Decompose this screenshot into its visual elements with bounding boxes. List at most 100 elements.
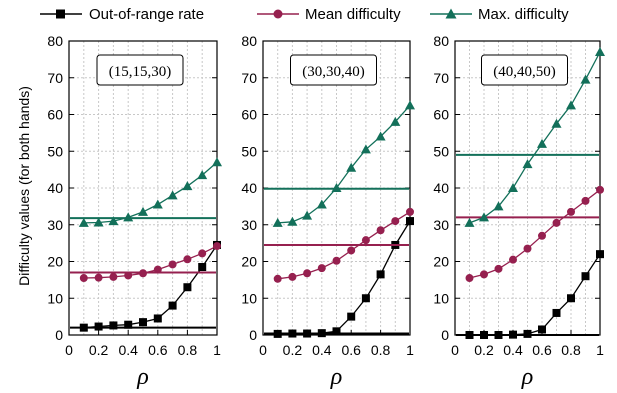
series-line bbox=[83, 245, 218, 279]
data-point-circle bbox=[391, 217, 400, 226]
y-tick-label: 20 bbox=[241, 254, 257, 270]
y-tick-label: 50 bbox=[47, 143, 63, 159]
data-point-triangle bbox=[479, 212, 489, 222]
data-point-triangle bbox=[167, 190, 178, 200]
data-point-circle bbox=[153, 265, 162, 274]
data-point-triangle bbox=[537, 138, 547, 148]
series-triangle bbox=[264, 100, 415, 227]
x-tick-label: 0.2 bbox=[283, 342, 303, 358]
data-point-square bbox=[376, 270, 385, 279]
data-point-triangle bbox=[580, 74, 591, 84]
data-point-circle bbox=[109, 272, 118, 281]
data-point-circle bbox=[198, 249, 207, 258]
y-tick-label: 40 bbox=[241, 180, 257, 196]
x-tick-label: 1 bbox=[406, 342, 414, 358]
data-point-triangle bbox=[522, 159, 533, 169]
data-point-triangle bbox=[302, 210, 313, 220]
y-axis-label: Difficulty values (for both hands) bbox=[16, 86, 32, 286]
data-point-triangle bbox=[390, 116, 401, 126]
y-tick-label: 30 bbox=[47, 217, 63, 233]
series-circle bbox=[70, 242, 221, 283]
data-point-square bbox=[596, 250, 604, 259]
series-triangle bbox=[70, 157, 222, 227]
x-tick-label: 1 bbox=[213, 342, 221, 358]
data-point-triangle bbox=[316, 199, 327, 209]
series-circle bbox=[456, 185, 604, 283]
data-point-square bbox=[347, 312, 356, 321]
data-point-circle bbox=[273, 274, 282, 283]
data-point-square bbox=[303, 329, 312, 338]
legend-label-mean-difficulty: Mean difficulty bbox=[305, 6, 401, 23]
series-line bbox=[83, 161, 218, 224]
x-tick-label: 0.4 bbox=[503, 342, 523, 358]
data-point-triangle bbox=[152, 199, 163, 209]
data-point-circle bbox=[406, 207, 414, 216]
data-point-circle bbox=[94, 273, 103, 282]
y-tick-label: 0 bbox=[441, 327, 449, 343]
data-point-square bbox=[153, 314, 162, 323]
panel-3: 0 10 20 30 40 50 60 70 80 0 0.2 0.4 0.6 0.8 1 ρ (40,40,5… bbox=[433, 33, 605, 390]
series-line bbox=[469, 189, 601, 279]
data-point-square bbox=[198, 263, 207, 272]
data-point-circle bbox=[480, 270, 488, 279]
data-point-square bbox=[79, 323, 88, 332]
y-tick-label: 80 bbox=[241, 33, 257, 49]
y-tick-label: 50 bbox=[241, 143, 257, 159]
data-point-square bbox=[124, 320, 133, 329]
legend-label-out-of-range: Out-of-range rate bbox=[89, 6, 204, 23]
x-tick-label: 0.6 bbox=[341, 342, 361, 358]
series-line bbox=[277, 211, 411, 280]
data-point-circle bbox=[465, 274, 474, 283]
data-point-square bbox=[168, 301, 177, 310]
data-point-circle bbox=[523, 244, 532, 253]
y-tick-label: 60 bbox=[47, 107, 63, 123]
data-point-triangle bbox=[331, 183, 342, 192]
data-point-triangle bbox=[375, 131, 386, 141]
data-point-circle bbox=[347, 246, 356, 255]
series-line bbox=[277, 104, 411, 224]
data-point-square bbox=[523, 329, 532, 338]
data-point-square bbox=[109, 321, 118, 330]
x-tick-label: 0.6 bbox=[532, 342, 552, 358]
legend-circle-marker bbox=[273, 9, 283, 19]
data-point-circle bbox=[581, 196, 590, 205]
data-point-circle bbox=[288, 272, 297, 281]
series-line bbox=[469, 51, 601, 224]
data-point-square bbox=[552, 308, 561, 317]
data-point-triangle bbox=[346, 162, 357, 172]
data-point-square bbox=[332, 327, 341, 336]
legend-item-max-difficulty: Max. difficulty bbox=[430, 6, 569, 23]
y-tick-label: 30 bbox=[433, 217, 449, 233]
data-point-square bbox=[361, 294, 370, 303]
y-tick-label: 60 bbox=[241, 107, 257, 123]
data-point-triangle bbox=[123, 212, 134, 222]
panel-2: 0 10 20 30 40 50 60 70 80 0 0.2 0.4 0.6 0.8 1 ρ (30,30,4… bbox=[241, 33, 415, 390]
data-point-circle bbox=[213, 242, 221, 251]
x-tick-label: 0 bbox=[259, 342, 267, 358]
data-point-triangle bbox=[182, 181, 193, 191]
data-point-triangle bbox=[197, 170, 208, 180]
legend-item-out-of-range: Out-of-range rate bbox=[40, 6, 204, 23]
x-tick-label: 0.2 bbox=[89, 342, 109, 358]
data-point-square bbox=[288, 329, 297, 338]
data-point-triangle bbox=[405, 100, 415, 110]
data-point-square bbox=[538, 325, 546, 334]
x-axis-label: ρ bbox=[136, 364, 149, 390]
series-line bbox=[277, 220, 411, 335]
x-axis-label: ρ bbox=[330, 364, 343, 390]
data-point-square bbox=[581, 272, 590, 281]
y-tick-label: 0 bbox=[55, 327, 63, 343]
data-point-circle bbox=[332, 256, 341, 265]
data-point-circle bbox=[509, 255, 517, 264]
legend-item-mean-difficulty: Mean difficulty bbox=[257, 6, 401, 23]
x-axis-label: ρ bbox=[521, 364, 534, 390]
data-point-square bbox=[94, 322, 103, 331]
x-tick-label: 0 bbox=[451, 342, 459, 358]
data-point-square bbox=[273, 329, 282, 338]
data-point-triangle bbox=[108, 216, 119, 226]
data-point-circle bbox=[361, 236, 370, 245]
panel-label-box bbox=[481, 54, 568, 86]
data-point-triangle bbox=[508, 183, 518, 192]
